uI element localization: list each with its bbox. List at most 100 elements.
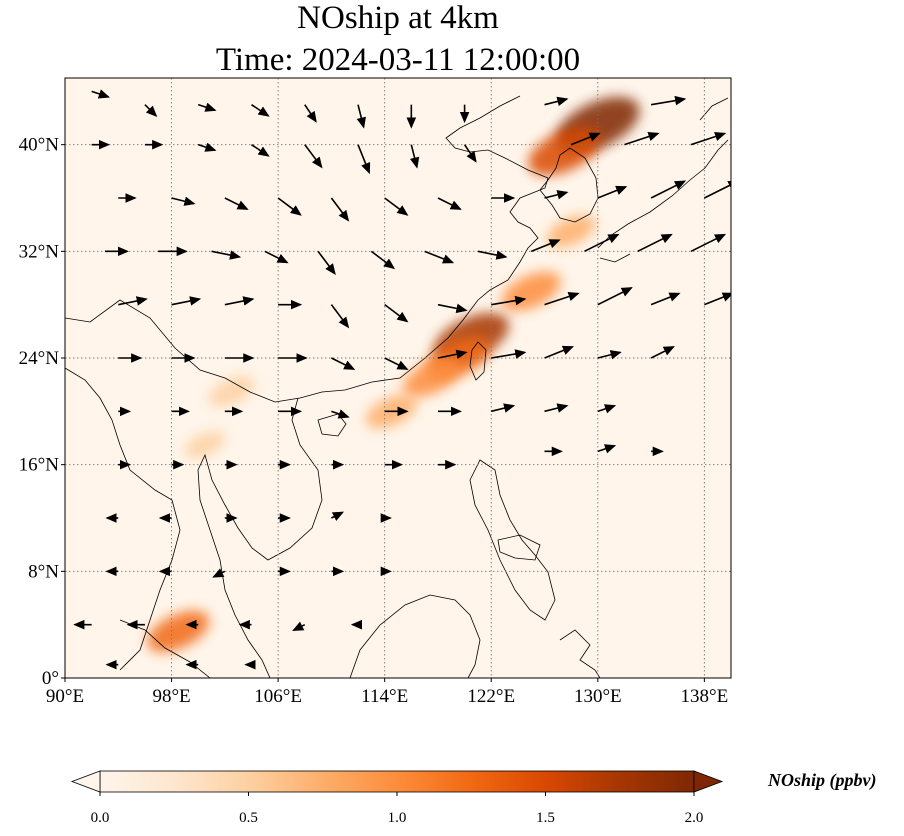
wind-vector [251, 104, 270, 117]
wind-vector [437, 349, 468, 359]
colorbar-tick-label: 1.0 [388, 810, 407, 826]
longitude-ticks: 90°E 98°E 106°E 114°E 122°E 130°E 138°E [46, 678, 728, 707]
wind-vector [544, 190, 569, 200]
latitude-tick-label: 24°N [19, 348, 60, 369]
concentration-hotspot [184, 431, 226, 459]
colorbar-extend-low [70, 770, 101, 793]
coastline-mindanao [497, 534, 541, 561]
colorbar: 0.0 0.5 1.0 1.5 2.0 [70, 770, 724, 826]
colorbar-tick-label: 0.5 [239, 810, 258, 826]
wind-vector [491, 349, 527, 359]
wind-vectors [73, 89, 731, 670]
coastline-borneo [349, 594, 481, 678]
colorbar-extend-high [693, 770, 724, 793]
wind-vector [597, 444, 617, 454]
wind-vector [544, 403, 569, 413]
coastline-philippines [469, 459, 556, 621]
map-title-line2: Time: 2024-03-11 12:00:00 [215, 42, 581, 78]
concentration-hotspot [403, 359, 460, 397]
wind-vector [544, 345, 575, 359]
wind-vector [463, 144, 477, 163]
wind-vector [330, 304, 350, 329]
wind-vector [330, 197, 350, 222]
colorbar-tick-label: 1.5 [536, 810, 555, 826]
wind-vector [304, 144, 323, 169]
map-title-line1: NOship at 4km [297, 0, 499, 36]
coastline-myanmar [65, 367, 181, 671]
colorbar-tick-label: 0.0 [91, 810, 110, 826]
wind-vector [409, 144, 420, 169]
wind-vector [690, 131, 727, 146]
longitude-tick-label: 98°E [152, 686, 190, 707]
wind-vector [477, 250, 508, 260]
wind-vector [292, 621, 306, 631]
wind-vector [650, 95, 687, 106]
latitude-tick-label: 40°N [19, 135, 60, 156]
wind-vector [570, 132, 601, 146]
wind-vector [650, 180, 687, 199]
longitude-tick-label: 90°E [46, 686, 84, 707]
wind-vector [597, 350, 622, 360]
colorbar-gradient [99, 770, 695, 793]
wind-vector [650, 346, 675, 359]
wind-vector [530, 239, 561, 253]
longitude-tick-label: 114°E [361, 686, 408, 707]
wind-vector [91, 89, 110, 99]
latitude-ticks: 0° 8°N 16°N 24°N 32°N 40°N [19, 135, 65, 689]
wind-vector [277, 197, 302, 216]
wind-vector [171, 296, 202, 306]
concentration-hotspot [208, 376, 255, 407]
wind-vector [584, 233, 620, 253]
map-panel: 90°E 98°E 106°E 114°E 122°E 130°E 138°E 0° 8°N 1… [19, 77, 732, 707]
wind-vector [224, 197, 249, 210]
wind-vector [650, 292, 681, 306]
wind-vector [331, 409, 350, 419]
coastline-taiwan [469, 341, 487, 381]
latitude-tick-label: 32°N [19, 241, 60, 262]
coastlines [65, 95, 729, 678]
wind-vector [118, 296, 148, 306]
wind-vector [637, 233, 673, 253]
colorbar-label: NOship (ppbv) [768, 770, 877, 790]
wind-vector [370, 250, 396, 270]
map-frame [64, 77, 732, 679]
colorbar-ticks: 0.0 0.5 1.0 1.5 2.0 [91, 792, 704, 826]
coastline-sulawesi [559, 629, 601, 678]
wind-vector [317, 250, 336, 276]
coastline-hainan [317, 413, 347, 437]
wind-vector [437, 303, 468, 314]
wind-vector [491, 403, 516, 413]
latitude-tick-label: 8°N [28, 561, 59, 582]
longitude-tick-label: 138°E [681, 686, 729, 707]
longitude-tick-label: 122°E [467, 686, 515, 707]
wind-vector [264, 250, 289, 264]
wind-vector [212, 568, 226, 578]
longitude-tick-label: 106°E [254, 686, 302, 707]
wind-vector [224, 296, 255, 306]
wind-vector [597, 287, 633, 306]
coastline-korea [539, 147, 599, 223]
wind-vector [491, 295, 527, 306]
wind-vector [597, 404, 617, 414]
wind-vector [384, 357, 409, 370]
wind-vector [384, 304, 409, 323]
wind-vector [624, 131, 660, 146]
wind-vector [704, 292, 731, 306]
longitude-tick-label: 130°E [574, 686, 622, 707]
colorbar-tick-label: 2.0 [685, 810, 704, 826]
wind-vector [544, 96, 569, 107]
wind-vector [690, 233, 727, 253]
wind-vector [384, 197, 409, 216]
latitude-tick-label: 16°N [19, 455, 60, 476]
wind-vector [356, 104, 366, 129]
wind-vector [331, 511, 345, 521]
wind-vector [144, 104, 158, 117]
latitude-tick-label: 0° [42, 668, 59, 689]
wind-vector [597, 185, 628, 199]
wind-vector [251, 144, 270, 157]
wind-vector [357, 144, 371, 175]
wind-vector [171, 196, 196, 206]
coastline-indochina [197, 397, 323, 678]
wind-vector [211, 250, 242, 260]
